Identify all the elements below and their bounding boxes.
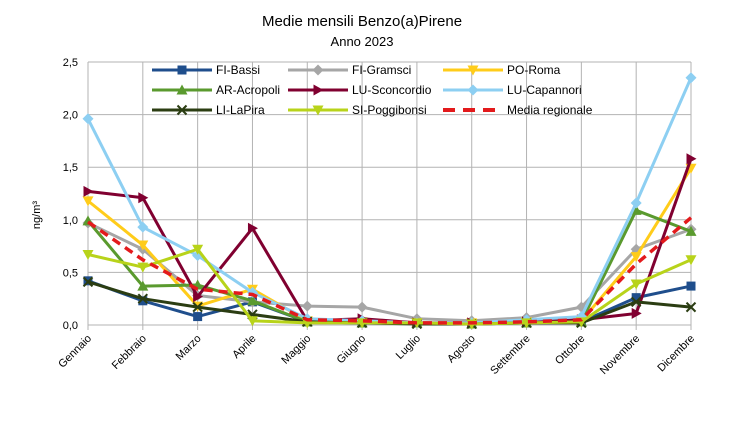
data-point: [246, 316, 258, 327]
legend-item-lu-sconcordio: LU-Sconcordio: [288, 83, 432, 97]
data-point: [630, 279, 642, 290]
data-point: [82, 250, 94, 261]
x-tick-label: Agosto: [445, 333, 478, 366]
legend-marker: [467, 84, 479, 96]
data-point: [686, 281, 696, 291]
data-point: [137, 293, 149, 304]
series-group: [82, 72, 697, 330]
legend-item-po-roma: PO-Roma: [443, 63, 561, 77]
legend-label: LU-Capannori: [507, 83, 582, 97]
data-point: [137, 240, 149, 251]
legend-label: FI-Gramsci: [352, 63, 411, 77]
x-tick-label: Febbraio: [110, 333, 149, 372]
data-point: [138, 192, 149, 204]
y-tick-label: 2,0: [63, 110, 78, 122]
data-point: [630, 197, 642, 209]
data-point: [138, 296, 148, 306]
data-point: [83, 185, 94, 197]
data-point: [246, 295, 258, 306]
data-point: [137, 262, 149, 273]
data-point: [301, 300, 313, 312]
x-tick-label: Maggio: [279, 333, 313, 367]
legend-item-fi-gramsci: FI-Gramsci: [288, 63, 411, 77]
x-tick-label: Giugno: [335, 333, 369, 367]
data-point: [630, 296, 642, 308]
y-tick-label: 0,5: [63, 267, 78, 279]
series-lu-sconcordio: [83, 153, 697, 329]
y-axis-label: ng/m³: [31, 201, 43, 229]
x-tick-label: Marzo: [174, 333, 204, 363]
data-point: [137, 280, 149, 291]
data-point: [192, 301, 203, 313]
y-tick-label: 2,5: [63, 57, 78, 69]
x-tick-label: Settembre: [488, 333, 532, 377]
data-point: [193, 312, 203, 322]
data-point: [82, 113, 94, 125]
data-point: [82, 276, 94, 288]
legend-item-fi-bassi: FI-Bassi: [152, 63, 260, 77]
data-point: [137, 221, 149, 233]
data-point: [631, 307, 642, 319]
chart-subtitle: Anno 2023: [331, 34, 394, 49]
chart-title: Medie mensili Benzo(a)Pirene: [262, 13, 462, 30]
data-point: [356, 301, 368, 313]
legend-label: Media regionale: [507, 103, 593, 117]
data-point: [685, 225, 697, 236]
data-point: [193, 291, 204, 303]
legend-label: LU-Sconcordio: [352, 83, 432, 97]
legend-label: AR-Acropoli: [216, 83, 280, 97]
data-point: [631, 293, 641, 303]
legend-marker: [176, 84, 188, 95]
legend-marker: [313, 84, 324, 96]
legend-item-media-regionale: Media regionale: [443, 103, 593, 117]
x-tick-label: Aprile: [230, 333, 258, 361]
series-line: [87, 247, 692, 326]
data-point: [686, 153, 697, 165]
legend-item-si-poggibonsi: SI-Poggibonsi: [288, 103, 427, 117]
legend-label: LI-LaPira: [216, 103, 265, 117]
series-line: [87, 221, 692, 323]
grid: [87, 61, 692, 326]
series-media-regionale: [87, 216, 693, 325]
legend-label: SI-Poggibonsi: [352, 103, 427, 117]
x-tick-label: Gennaio: [56, 333, 94, 371]
data-point: [685, 72, 697, 84]
legend-item-ar-acropoli: AR-Acropoli: [152, 83, 280, 97]
legend-label: FI-Bassi: [216, 63, 260, 77]
x-tick-label: Luglio: [394, 333, 423, 362]
legend: FI-Bassi FI-Gramsci PO-Roma AR-Acropoli LU-S…: [152, 63, 593, 117]
x-tick-label: Ottobre: [553, 333, 587, 367]
x-tick-label: Novembre: [598, 333, 642, 377]
legend-item-lu-capannori: LU-Capannori: [443, 83, 582, 97]
legend-marker: [312, 105, 324, 116]
y-tick-label: 1,5: [63, 162, 78, 174]
data-point: [630, 252, 642, 263]
data-point: [685, 255, 697, 266]
data-point: [685, 301, 697, 313]
legend-marker: [312, 64, 324, 76]
series-line: [87, 216, 693, 325]
y-tick-label: 1,0: [63, 215, 78, 227]
data-point: [192, 244, 204, 255]
x-tick-label: Dicembre: [655, 333, 697, 375]
data-point: [630, 204, 642, 215]
legend-marker: [177, 65, 187, 75]
legend-item-li-lapira: LI-LaPira: [152, 103, 265, 117]
legend-marker: [467, 65, 479, 76]
data-point: [247, 222, 258, 234]
legend-marker: [176, 104, 188, 116]
data-point: [82, 196, 94, 207]
legend-label: PO-Roma: [507, 63, 561, 77]
y-tick-label: 0,0: [63, 320, 78, 332]
